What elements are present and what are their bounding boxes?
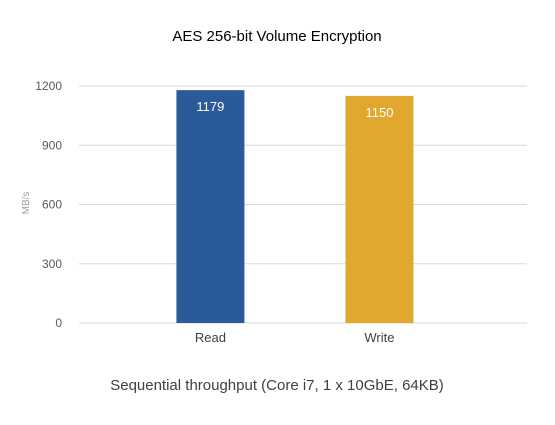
x-tick-label: Read bbox=[195, 330, 226, 345]
x-axis-categories: Read Write bbox=[195, 330, 395, 345]
bar-write bbox=[345, 95, 414, 323]
bar-read bbox=[176, 90, 245, 324]
chart-title: AES 256-bit Volume Encryption bbox=[172, 28, 381, 45]
y-tick-label: 900 bbox=[42, 138, 62, 152]
y-axis-label: MB/s bbox=[21, 192, 32, 215]
y-tick-label: 0 bbox=[55, 316, 62, 330]
y-tick-label: 300 bbox=[42, 257, 62, 271]
y-axis-ticks: 0 300 600 900 1200 bbox=[35, 79, 62, 330]
y-tick-label: 1200 bbox=[35, 79, 62, 93]
data-label: 1179 bbox=[196, 99, 224, 114]
x-axis-label: Sequential throughput (Core i7, 1 x 10Gb… bbox=[110, 377, 444, 394]
data-label: 1150 bbox=[365, 105, 393, 120]
y-tick-label: 600 bbox=[42, 198, 62, 212]
x-tick-label: Write bbox=[364, 330, 394, 345]
gridlines bbox=[79, 85, 527, 324]
bars: 1179 1150 bbox=[176, 90, 414, 324]
